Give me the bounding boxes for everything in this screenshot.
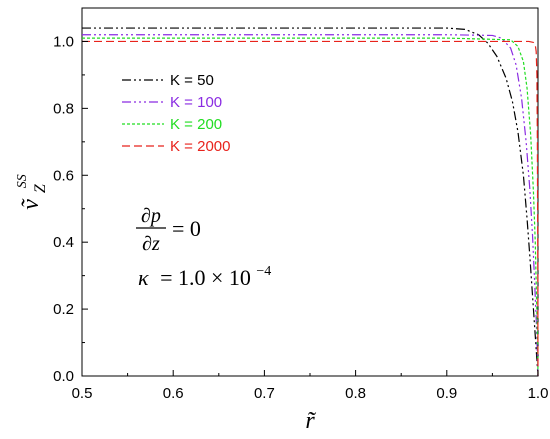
x-tick-label: 1.0 xyxy=(528,385,549,402)
series-line-k-2000 xyxy=(82,40,539,377)
x-tick-label: 0.7 xyxy=(254,385,275,402)
legend-label: K = 200 xyxy=(170,116,222,133)
y-tick-label: 1.0 xyxy=(53,33,74,50)
plot-area-frame xyxy=(81,7,539,377)
annotation-eq2-lhs: κ xyxy=(138,265,149,290)
y-axis-label-sub: Z xyxy=(32,183,49,193)
y-tick-label: 0.0 xyxy=(53,368,74,385)
legend-label: K = 50 xyxy=(170,72,214,89)
y-tick-label: 0.8 xyxy=(53,100,74,117)
y-axis-label-sup: SS xyxy=(15,174,30,188)
svg-text:κ = 1.0 × 10 −4: κ = 1.0 × 10 −4 xyxy=(138,264,271,290)
annotation-eq2-rhs: = 1.0 × 10 xyxy=(160,265,251,290)
y-tick-label: 0.4 xyxy=(53,234,74,251)
annotation-kappa: κ = 1.0 × 10 −4 xyxy=(138,264,271,290)
y-tick-label: 0.6 xyxy=(53,167,74,184)
x-tick-label: 0.5 xyxy=(72,385,93,402)
legend: K = 50 K = 100 K = 200 K = 2000 xyxy=(122,72,230,155)
legend-label: K = 100 xyxy=(170,94,222,111)
series-line-k-100 xyxy=(82,34,539,377)
series-layer xyxy=(82,27,539,377)
y-tick-label: 0.2 xyxy=(53,301,74,318)
annotation-pressure-gradient: ∂p ∂z = 0 xyxy=(136,205,201,255)
legend-label: K = 2000 xyxy=(170,138,230,155)
axis-layer: 0.5 0.6 0.7 0.8 0.9 1.0 0.0 0.2 0.4 0.6 0.8 1.0 xyxy=(53,7,549,402)
x-axis-label: r̃ xyxy=(305,408,316,434)
series-line-k-200 xyxy=(82,37,539,377)
y-axis-label-main: ṽ xyxy=(18,198,44,210)
x-tick-label: 0.8 xyxy=(345,385,366,402)
y-axis-label: ṽ Z SS xyxy=(15,174,51,210)
x-tick-label: 0.6 xyxy=(163,385,184,402)
annotation-eq1-denominator: ∂z xyxy=(142,233,160,255)
annotation-eq2-exponent: −4 xyxy=(256,264,271,279)
svg-text:ṽ Z SS: ṽ Z SS xyxy=(15,174,51,210)
annotation-eq1-rhs: = 0 xyxy=(172,216,201,241)
x-tick-label: 0.9 xyxy=(436,385,457,402)
annotation-eq1-numerator: ∂p xyxy=(141,205,161,227)
